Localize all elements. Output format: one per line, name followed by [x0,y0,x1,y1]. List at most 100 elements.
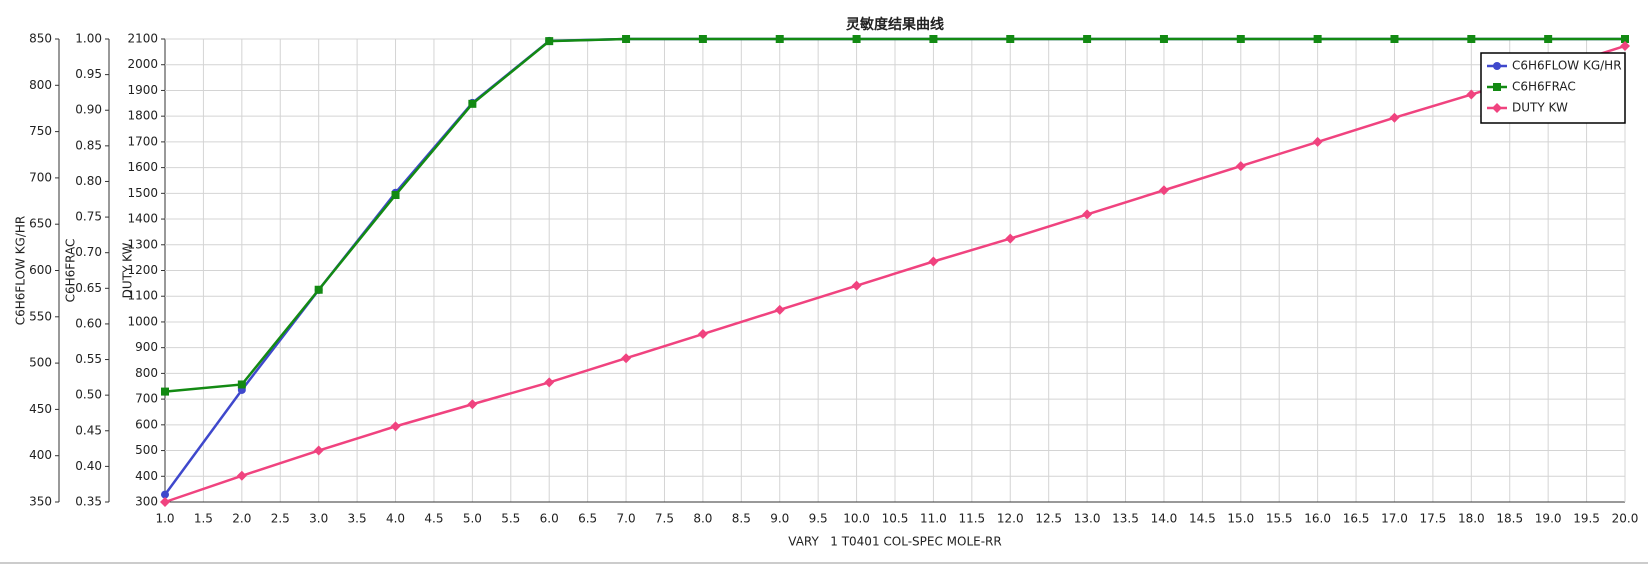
series-line [164,44,1626,504]
y-tick-label: 1200 [127,263,158,277]
x-tick-label: 6.0 [540,512,559,526]
y-tick-label: 0.35 [75,495,102,509]
y-tick-label: 0.65 [75,281,102,295]
legend-label: C6H6FLOW KG/HR [1512,59,1622,73]
marker [1544,35,1553,43]
marker [1083,35,1092,43]
y-tick-label: 0.75 [75,210,102,224]
marker [313,445,324,456]
y-tick-label: 0.55 [75,352,102,366]
x-tick-label: 20.0 [1612,512,1639,526]
y-tick-label: 0.85 [75,138,102,152]
y-tick-label: 500 [135,443,158,457]
y-tick-label: 1400 [127,212,158,226]
marker [544,377,555,388]
marker [1389,112,1400,123]
marker [929,35,938,43]
x-tick-label: 2.0 [232,512,251,526]
marker [622,35,631,43]
legend-marker [1493,83,1501,91]
marker [161,490,169,499]
marker [160,497,170,507]
marker [1082,209,1093,220]
chart-title: 灵敏度结果曲线 [846,16,944,33]
x-tick-label: 4.0 [386,512,405,526]
y-tick-label: 2000 [127,57,158,71]
marker [468,99,477,108]
x-tick-label: 6.5 [578,512,597,526]
x-tick-label: 10.5 [882,512,909,526]
y-tick-label: 0.50 [75,388,102,402]
legend: C6H6FLOW KG/HR C6H6FRAC DUTY KW [1480,52,1626,124]
y-tick-label: 0.90 [75,103,102,117]
marker [1159,35,1168,43]
y-tick-label: 800 [29,78,52,92]
marker [1313,35,1322,43]
x-tick-label: 13.5 [1112,512,1139,526]
marker [1236,35,1245,43]
x-tick-label: 4.5 [424,512,443,526]
marker [161,387,169,396]
y-tick-label: 300 [135,495,158,509]
marker [774,304,785,315]
marker [851,280,862,291]
y-tick-label: 1000 [127,314,158,328]
y-tick-label: 550 [29,309,52,323]
x-tick-label: 11.0 [920,512,947,526]
y-tick-label: 450 [29,402,52,416]
x-tick-label: 14.0 [1151,512,1178,526]
x-tick-label: 17.5 [1420,512,1447,526]
y-tick-label: 0.70 [75,245,102,259]
x-tick-label: 19.5 [1573,512,1600,526]
y-tick-label: 1600 [127,160,158,174]
x-tick-label: 9.5 [809,512,828,526]
marker [1235,161,1246,172]
y-tick-label: 1300 [127,237,158,251]
x-tick-label: 2.5 [271,512,290,526]
marker [237,380,246,389]
y-tick-label: 0.45 [75,423,102,437]
x-tick-label: 5.0 [463,512,482,526]
x-tick-label: 3.5 [348,512,367,526]
legend-marker [1493,62,1501,70]
legend-label: C6H6FRAC [1512,80,1576,94]
y-tick-label: 0.95 [75,67,102,81]
x-tick-label: 18.5 [1496,512,1523,526]
y-tick-label: 400 [135,469,158,483]
marker [852,35,861,43]
x-tick-label: 12.5 [1035,512,1062,526]
marker [1620,40,1630,51]
x-tick-label: 14.5 [1189,512,1216,526]
marker [775,35,784,43]
x-tick-label: 8.5 [732,512,751,526]
x-tick-label: 13.0 [1074,512,1101,526]
marker [928,256,939,267]
y-tick-label: 700 [29,170,52,184]
marker [1621,35,1629,43]
x-tick-label: 1.5 [194,512,213,526]
y-tick-label: 900 [135,340,158,354]
y-axis-label: DUTY KW [121,242,135,298]
marker [391,190,400,199]
marker [621,353,632,364]
x-tick-label: 11.5 [958,512,985,526]
x-tick-label: 15.5 [1266,512,1293,526]
marker [1390,35,1399,43]
x-tick-label: 7.5 [655,512,674,526]
x-tick-label: 10.0 [843,512,870,526]
legend-label: DUTY KW [1512,101,1568,115]
marker [390,421,401,432]
y-tick-label: 0.40 [75,459,102,473]
x-tick-label: 15.0 [1227,512,1254,526]
y-tick-label: 0.80 [75,174,102,188]
marker [467,399,478,410]
y-tick-label: 850 [29,32,52,46]
y-tick-label: 600 [29,263,52,277]
marker [698,35,707,43]
x-tick-label: 12.0 [997,512,1024,526]
marker [1466,89,1477,100]
x-tick-label: 19.0 [1535,512,1562,526]
x-tick-label: 9.0 [770,512,789,526]
x-tick-label: 5.5 [501,512,520,526]
